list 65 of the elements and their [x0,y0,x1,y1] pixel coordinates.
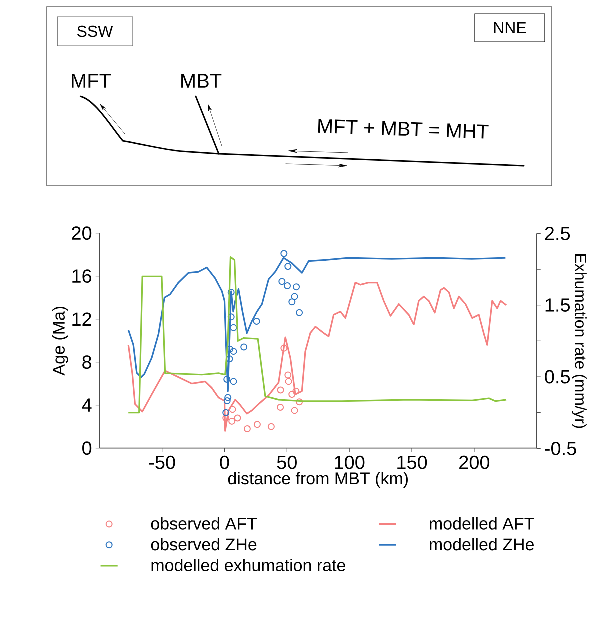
point [288,298,296,306]
point [230,378,238,386]
y-tick-label: 4 [82,398,92,412]
y2-axis-title: Exhumation rate (mm/yr) [572,254,587,428]
point [280,250,288,258]
point [278,278,286,286]
text: MBT [182,74,222,88]
y-tick-label: 12 [72,312,92,326]
point [288,391,296,398]
legend-label: observed AFT [151,517,258,530]
point [229,406,236,414]
legend-label: modelled AFT [430,517,534,530]
point [222,414,230,422]
y-tick-label: 20 [72,226,92,240]
y2-tick-label: 0.5 [545,370,570,384]
point [292,388,300,395]
y-axis-title: Age (Ma) [52,306,68,376]
point [296,398,304,406]
point [285,378,292,386]
legend-label: modelled exhumation rate [152,559,346,572]
y-tick-label: 8 [82,356,92,370]
legend-label: modelled ZHe [430,538,534,551]
point [240,344,248,351]
x-tick-label: 150 [398,456,428,470]
text: NNE [494,22,526,34]
y2-tick-label: 1.5 [546,298,570,312]
point [228,418,236,425]
text: SSW [78,26,114,38]
point [277,404,284,411]
point [291,407,298,414]
point [284,282,292,290]
point [296,309,304,316]
point [284,372,292,379]
point [291,293,298,300]
point [230,348,238,356]
legend-label: observed ZHe [151,538,257,551]
x-tick-label: 100 [335,456,365,470]
point [280,344,288,352]
y2-tick-label: -0.5 [545,442,576,456]
x-tick-label: 0 [220,456,230,470]
point [222,409,230,416]
line-series [128,282,508,432]
text: MFT + MBT = MHT [318,119,489,139]
x-axis-title: distance from MBT (km) [228,472,408,488]
point [277,386,284,394]
y-tick-label: 0 [82,442,92,456]
point [253,318,260,325]
point [254,421,261,428]
point [224,398,231,405]
x-tick-label: 50 [277,456,297,470]
point [224,394,232,402]
point [224,376,231,384]
point [228,288,235,296]
text: MFT [72,74,112,88]
point [244,425,251,432]
point [230,324,238,332]
y-tick-label: 16 [72,270,92,284]
x-tick-label: 200 [460,456,490,470]
point [284,263,292,270]
y2-tick-label: 2.5 [545,226,570,240]
point [268,423,275,430]
point [234,414,242,422]
point [293,284,300,291]
x-tick-label: -50 [149,456,176,470]
point [228,314,235,321]
